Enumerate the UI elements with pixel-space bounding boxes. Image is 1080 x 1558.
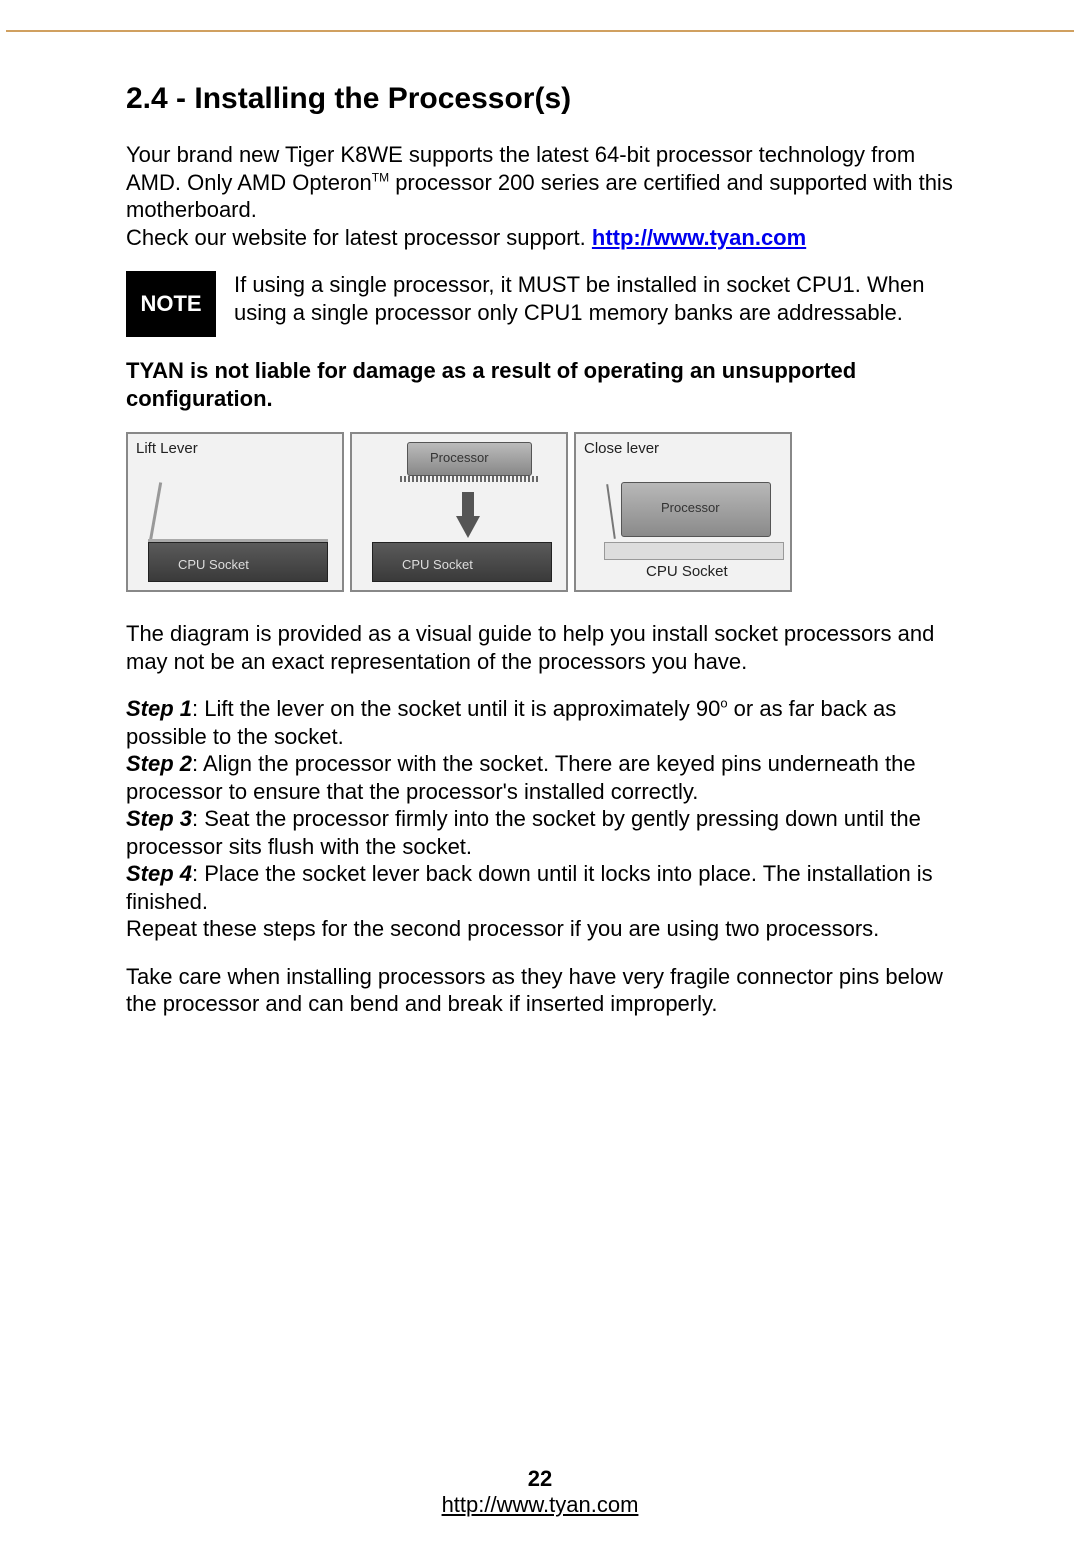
intro-paragraph: Your brand new Tiger K8WE supports the l… [126,141,954,224]
label-close-lever: Close lever [584,440,659,457]
step-1: Step 1: Lift the lever on the socket unt… [126,695,954,750]
step4-label: Step 4 [126,861,192,886]
label-processor-2: Processor [661,500,720,515]
care-text: Take care when installing processors as … [126,963,954,1018]
step2-label: Step 2 [126,751,192,776]
check-text: Check our website for latest processor s… [126,225,592,250]
diagram-cell-align: Processor CPU Socket [350,432,568,592]
diagram-intro: The diagram is provided as a visual guid… [126,620,954,675]
processor-pins [400,476,540,482]
step4-text: : Place the socket lever back down until… [126,861,933,914]
step-2: Step 2: Align the processor with the soc… [126,750,954,805]
diagram-cell-lift: Lift Lever CPU Socket [126,432,344,592]
step2-text: : Align the processor with the socket. T… [126,751,916,804]
label-cpu-socket-1: CPU Socket [178,557,249,572]
step3-text: : Seat the processor firmly into the soc… [126,806,921,859]
page-footer: 22 http://www.tyan.com [0,1466,1080,1518]
install-diagram: Lift Lever CPU Socket Processor CPU Sock… [126,432,954,592]
label-cpu-socket-2: CPU Socket [402,557,473,572]
note-text: If using a single processor, it MUST be … [234,271,954,326]
note-row: NOTE If using a single processor, it MUS… [126,271,954,337]
diagram-cell-close: Close lever Processor CPU Socket [574,432,792,592]
page-number: 22 [0,1466,1080,1492]
step-3: Step 3: Seat the processor firmly into t… [126,805,954,860]
page-content: 2.4 - Installing the Processor(s) Your b… [6,30,1074,1058]
step1-label: Step 1 [126,696,192,721]
arrow-down-icon [456,516,480,538]
label-processor-1: Processor [430,450,489,465]
liability-text: TYAN is not liable for damage as a resul… [126,357,954,412]
socket-top-edge-1 [148,539,328,542]
note-badge: NOTE [126,271,216,337]
label-lift-lever: Lift Lever [136,440,198,457]
step1-text: : Lift the lever on the socket until it … [192,696,720,721]
socket-base-3 [604,542,784,560]
lever-shape-2 [606,484,616,539]
check-website-line: Check our website for latest processor s… [126,224,954,252]
tyan-link[interactable]: http://www.tyan.com [592,225,806,250]
label-cpu-socket-3: CPU Socket [646,563,728,580]
arrow-stem [462,492,474,518]
step-4: Step 4: Place the socket lever back down… [126,860,954,915]
footer-link[interactable]: http://www.tyan.com [442,1492,639,1517]
repeat-text: Repeat these steps for the second proces… [126,915,954,943]
lever-shape-1 [149,482,162,542]
step3-label: Step 3 [126,806,192,831]
section-heading: 2.4 - Installing the Processor(s) [126,82,954,116]
degree-symbol: o [720,696,727,711]
trademark-symbol: TM [372,170,389,184]
